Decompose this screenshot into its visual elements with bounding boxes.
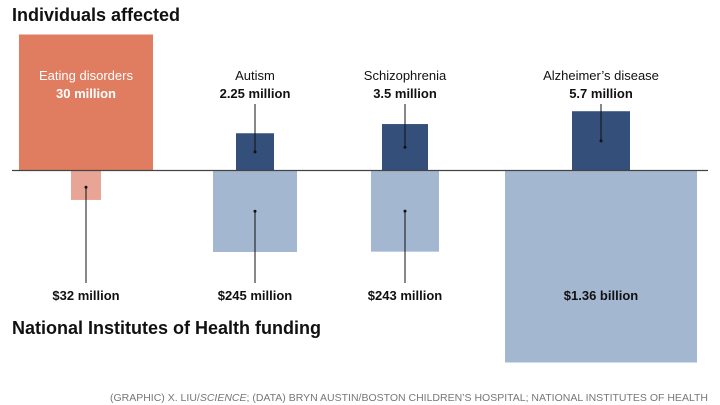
label-affected-alzheimer-s-disease: 5.7 million (569, 86, 633, 101)
label-category-eating-disorders: Eating disorders (39, 68, 133, 83)
credit-publication: SCIENCE (200, 392, 248, 404)
label-category-autism: Autism (235, 68, 275, 83)
bar-affected-eating-disorders (19, 34, 153, 171)
bar-funding-alzheimer-s-disease (505, 170, 697, 363)
label-category-schizophrenia: Schizophrenia (364, 68, 447, 83)
label-funding-autism: $245 million (218, 288, 292, 303)
title-individuals-affected: Individuals affected (12, 5, 180, 25)
dot-affected-schizophrenia (403, 145, 407, 149)
label-affected-autism: 2.25 million (220, 86, 291, 101)
title-nih-funding: National Institutes of Health funding (12, 318, 321, 338)
label-funding-alzheimer-s-disease: $1.36 billion (564, 288, 638, 303)
dot-affected-autism (253, 150, 257, 154)
label-funding-eating-disorders: $32 million (52, 288, 119, 303)
label-funding-schizophrenia: $243 million (368, 288, 442, 303)
source-credit: (GRAPHIC) X. LIU/SCIENCE; (DATA) BRYN AU… (110, 392, 708, 404)
dot-funding-schizophrenia (403, 209, 407, 213)
dot-funding-autism (253, 209, 257, 213)
dot-affected-alzheimer-s-disease (599, 139, 603, 143)
credit-prefix: (GRAPHIC) X. LIU/ (110, 392, 200, 404)
dot-funding-eating-disorders (84, 185, 88, 189)
credit-sources: ; (DATA) BRYN AUSTIN/BOSTON CHILDREN’S H… (247, 392, 708, 404)
label-affected-eating-disorders: 30 million (56, 86, 116, 101)
label-category-alzheimer-s-disease: Alzheimer’s disease (543, 68, 659, 83)
label-affected-schizophrenia: 3.5 million (373, 86, 437, 101)
